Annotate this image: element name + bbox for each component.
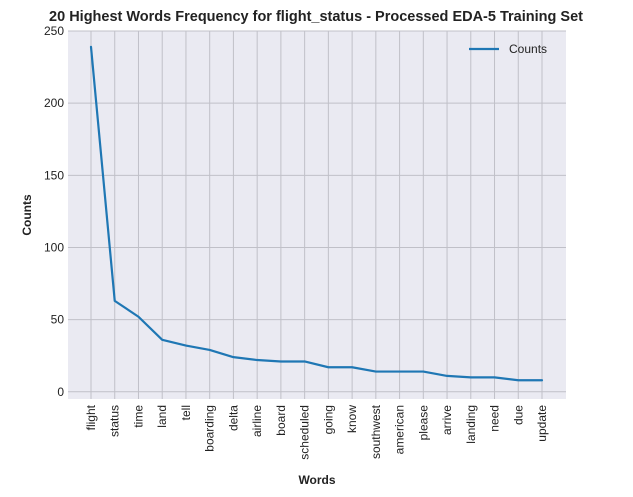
x-tick-label: due	[511, 405, 525, 425]
x-tick-label: landing	[464, 405, 478, 444]
x-tick-label: arrive	[440, 405, 454, 435]
x-tick-label: going	[321, 405, 335, 434]
x-tick-label: delta	[226, 405, 240, 431]
y-axis-ticks: 0 50 100 150 200 250	[44, 24, 64, 399]
x-tick-label: please	[416, 405, 430, 441]
y-tick-label: 50	[51, 313, 65, 327]
x-tick-label: time	[131, 405, 145, 428]
grid-lines	[68, 30, 566, 399]
x-tick-label: status	[108, 405, 122, 437]
x-tick-label: boarding	[203, 405, 217, 452]
y-tick-label: 100	[44, 240, 64, 254]
y-tick-label: 0	[57, 385, 64, 399]
y-tick-label: 250	[44, 24, 64, 38]
y-tick-label: 200	[44, 96, 64, 110]
x-tick-label: need	[488, 405, 502, 432]
x-tick-label: land	[155, 405, 169, 428]
legend-label: Counts	[509, 42, 547, 56]
chart-title: 20 Highest Words Frequency for flight_st…	[49, 9, 583, 25]
x-tick-label: southwest	[369, 404, 383, 459]
series-group	[89, 45, 544, 382]
x-tick-label: know	[345, 405, 359, 433]
x-tick-label: scheduled	[298, 405, 312, 460]
x-axis-ticks: flight status time land tell boarding delta air…	[84, 404, 549, 459]
x-axis-label: Words	[298, 473, 335, 487]
x-tick-label: board	[274, 405, 288, 436]
x-tick-label: update	[535, 405, 549, 442]
y-tick-label: 150	[44, 168, 64, 182]
legend: Counts	[469, 42, 547, 56]
y-axis-label: Counts	[20, 194, 34, 236]
x-tick-label: airline	[250, 405, 264, 437]
x-tick-label: flight	[84, 404, 98, 430]
x-tick-label: tell	[179, 405, 193, 420]
plot-area	[68, 31, 566, 399]
series-line-counts	[89, 45, 544, 382]
x-tick-label: american	[393, 405, 407, 454]
